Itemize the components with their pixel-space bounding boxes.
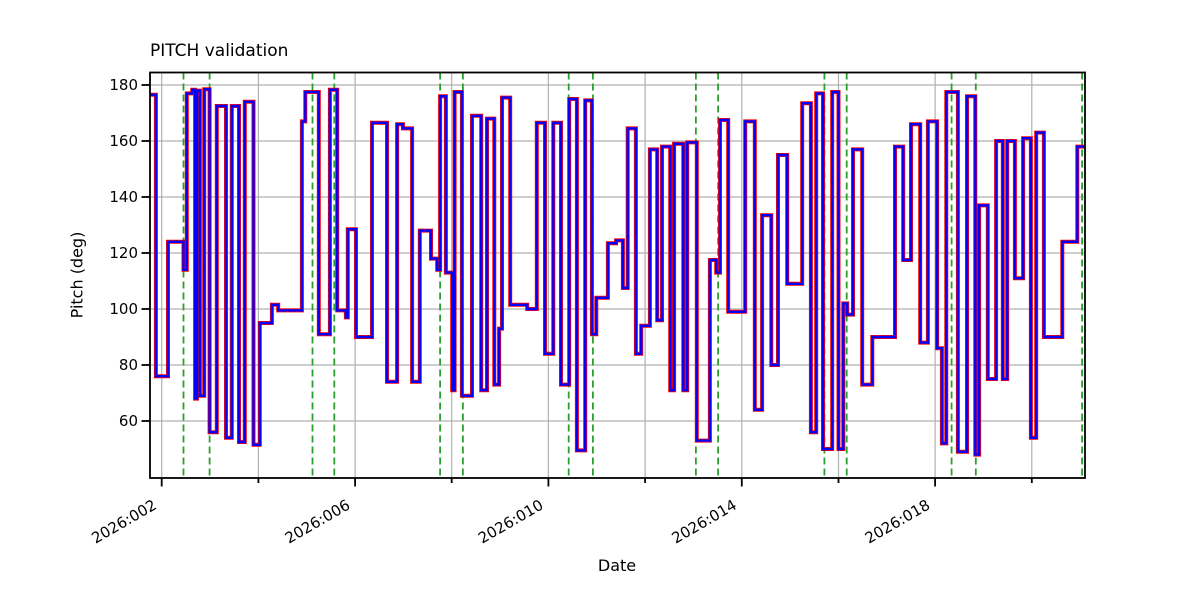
blue-step-line [150, 88, 1085, 456]
svg-text:2026:002: 2026:002 [88, 496, 159, 548]
data-lines [150, 87, 1085, 457]
x-axis-label: Date [597, 556, 637, 575]
svg-text:2026:010: 2026:010 [475, 496, 546, 548]
svg-text:80: 80 [119, 356, 138, 374]
axes-frame [149, 71, 1086, 479]
svg-text:2026:006: 2026:006 [282, 496, 353, 548]
svg-text:140: 140 [109, 188, 138, 206]
y-tick-labels: 60 80 100 120 140 160 180 [109, 76, 138, 430]
svg-text:160: 160 [109, 132, 138, 150]
svg-text:100: 100 [109, 300, 138, 318]
y-axis-label: Pitch (deg) [67, 231, 87, 319]
axis-ticks [141, 84, 1033, 487]
svg-text:2026:018: 2026:018 [862, 496, 933, 548]
svg-text:180: 180 [109, 76, 138, 94]
x-tick-labels: 2026:002 2026:006 2026:010 2026:014 2026:018 [88, 496, 933, 548]
svg-text:2026:014: 2026:014 [669, 496, 740, 548]
red-step-line [150, 87, 1085, 457]
svg-text:60: 60 [119, 412, 138, 430]
svg-text:120: 120 [109, 244, 138, 262]
chart-title: PITCH validation [150, 41, 289, 61]
